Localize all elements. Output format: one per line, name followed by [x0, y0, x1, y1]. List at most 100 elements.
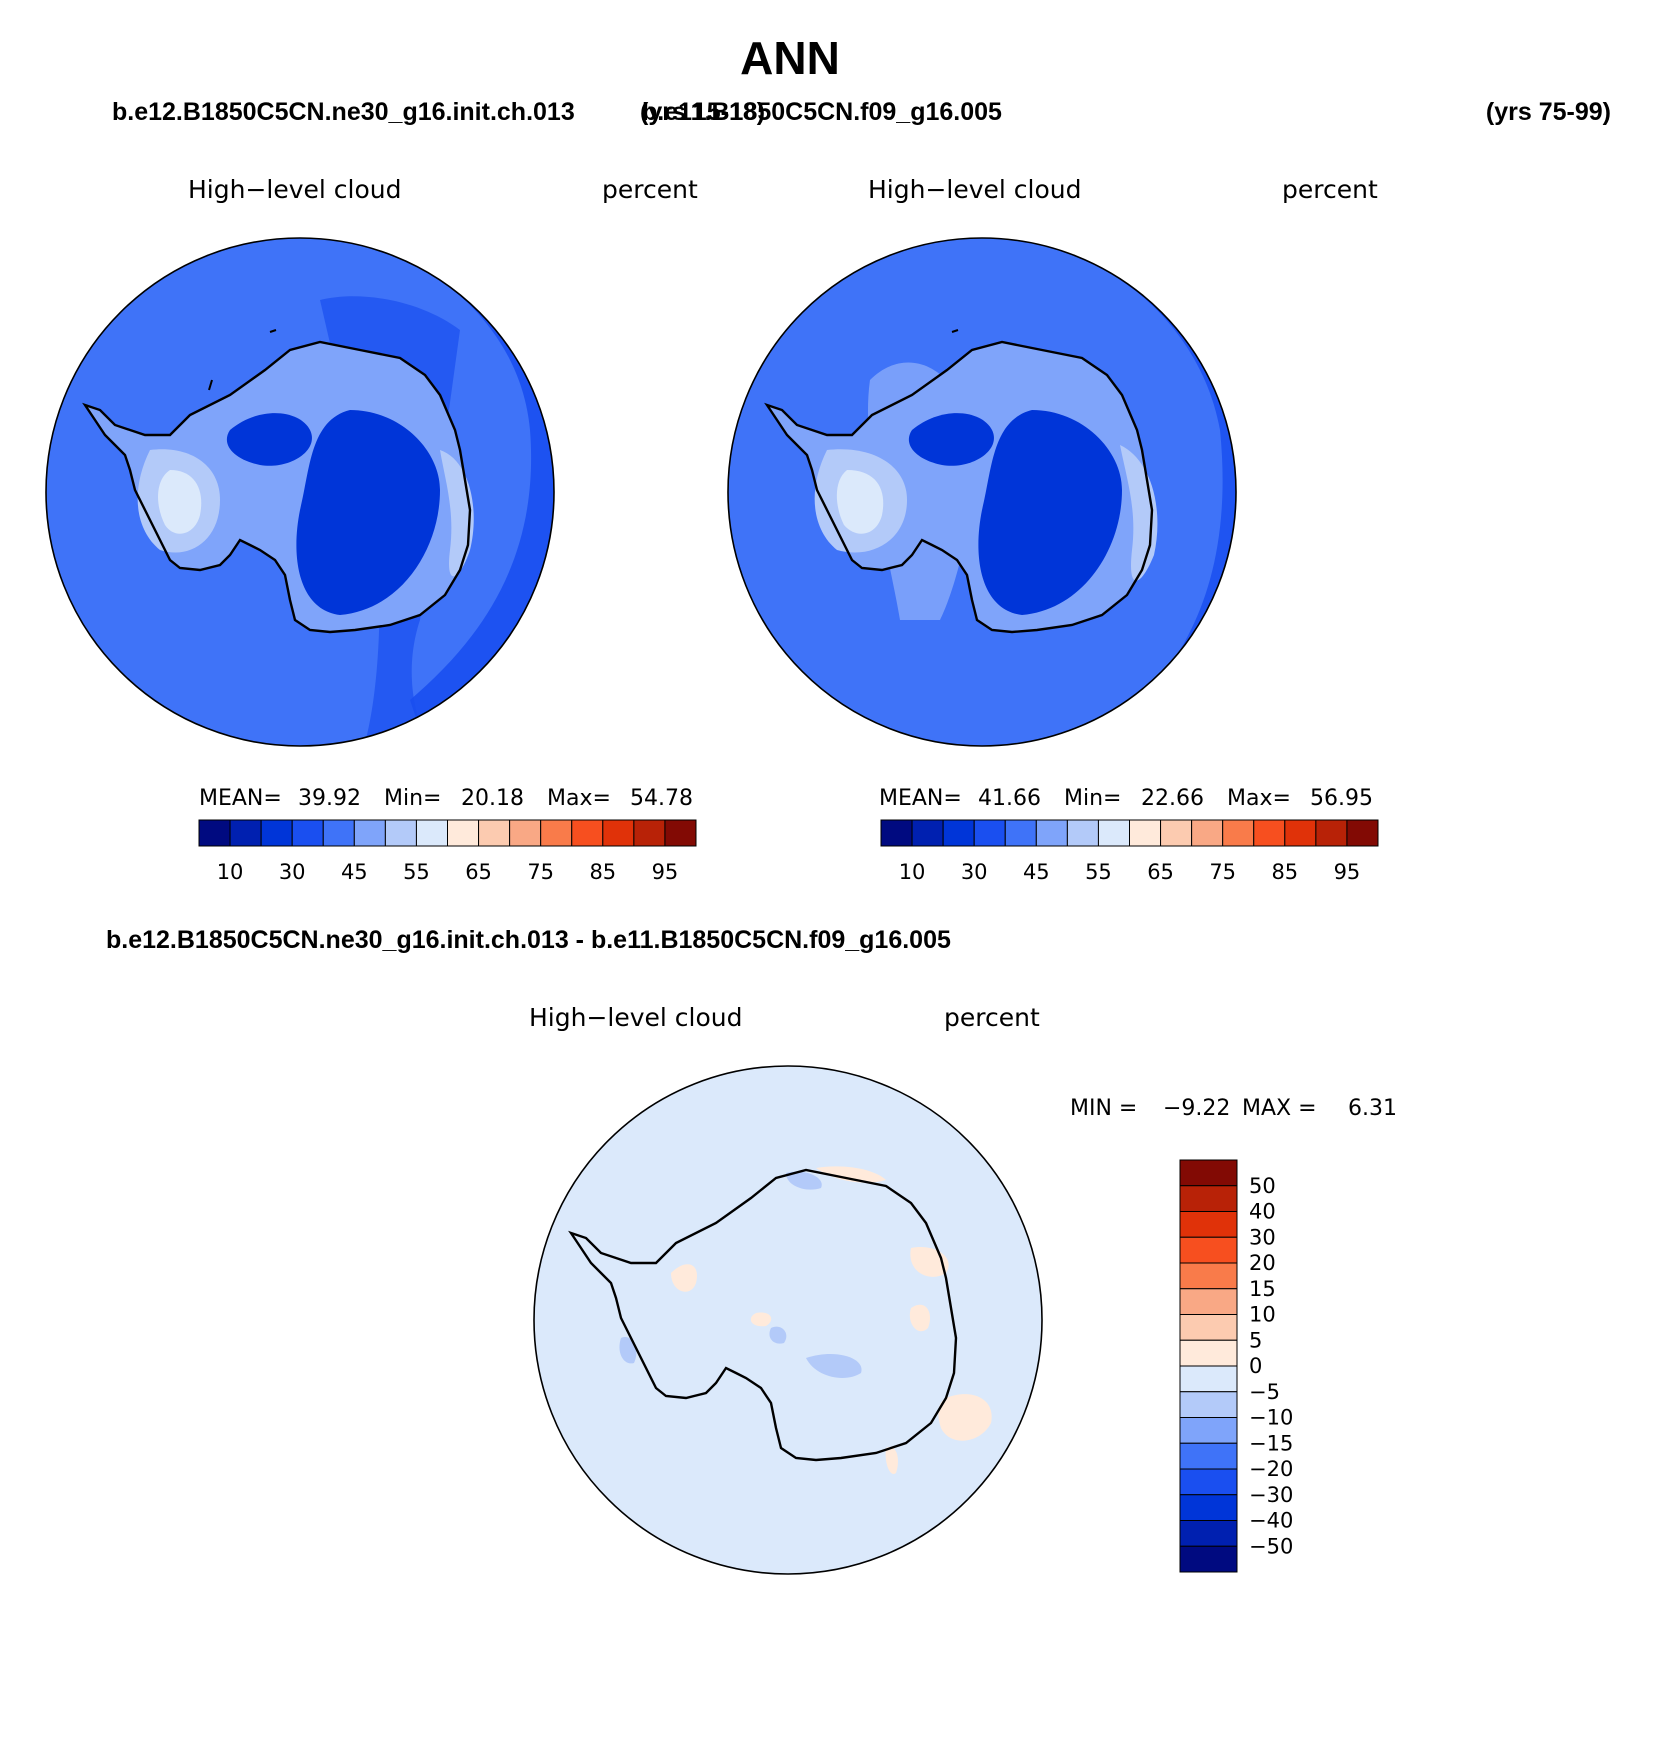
panel-2-mean-value: 41.66 [978, 786, 1041, 811]
colorbar-diff-swatch [1179, 1442, 1238, 1470]
map-2-island [951, 329, 959, 333]
colorbar-diff-tick-label: −15 [1249, 1431, 1293, 1455]
panel-1-units: percent [602, 175, 698, 204]
panel-1-mean-value: 39.92 [298, 786, 361, 811]
colorbar-1-swatch [291, 819, 324, 847]
map-1-peninsula-lightest [158, 470, 202, 534]
colorbar-1-tick-label: 95 [652, 860, 679, 884]
colorbar-1-tick-label: 45 [341, 860, 368, 884]
map-panel-1 [45, 237, 555, 747]
map-diff-pos-patch-2 [671, 1264, 697, 1292]
colorbar-1-tick-label: 55 [403, 860, 430, 884]
colorbar-2-swatch [1035, 819, 1068, 847]
map-diff-pos-patch-6 [885, 1447, 898, 1474]
map-diff-neg-patch-4 [769, 1326, 787, 1344]
colorbar-2-tick-label: 65 [1147, 860, 1174, 884]
colorbar-2-tick-label: 45 [1023, 860, 1050, 884]
colorbar-diff-swatch [1179, 1339, 1238, 1367]
colorbar-diff-tick-label: 40 [1249, 1200, 1276, 1224]
panel-2-years: (yrs 75-99) [1486, 98, 1611, 126]
colorbar-1-tick-label: 85 [589, 860, 616, 884]
map-panel-2 [727, 237, 1237, 747]
colorbar-2-tick-label: 85 [1271, 860, 1298, 884]
panel-2-min-label: Min= [1064, 786, 1121, 811]
colorbar-1-swatch [478, 819, 511, 847]
colorbar-diff-tick-label: −10 [1249, 1406, 1293, 1430]
panel-1-min-label: Min= [384, 786, 441, 811]
colorbar-1-swatch [229, 819, 262, 847]
colorbar-diff-tick-label: 5 [1249, 1328, 1262, 1352]
diff-max-value: 6.31 [1348, 1096, 1397, 1121]
panel-1-mean-label: MEAN= [199, 786, 282, 811]
colorbar-diff-tick-label: −5 [1249, 1380, 1280, 1404]
map-diff-pos-patch-7 [750, 1312, 772, 1327]
colorbar-2-swatch [1284, 819, 1317, 847]
map-diff-pos-patch-5 [938, 1394, 992, 1441]
colorbar-1-tick-label: 65 [465, 860, 492, 884]
map-diff-pos-patch-1 [816, 1166, 886, 1183]
panel-2-max-label: Max= [1227, 786, 1291, 811]
colorbar-diff-swatch [1179, 1468, 1238, 1496]
panel-1-max-value: 54.78 [630, 786, 693, 811]
colorbar-diff-tick-label: 50 [1249, 1174, 1276, 1198]
colorbar-2-swatch [1315, 819, 1348, 847]
diff-max-label: MAX = [1242, 1096, 1317, 1121]
colorbar-2-swatch [1160, 819, 1193, 847]
colorbar-1-swatch [260, 819, 293, 847]
colorbar-2-tick-label: 30 [961, 860, 988, 884]
colorbar-diff-swatch [1179, 1185, 1238, 1212]
colorbar-1-swatch [633, 819, 666, 847]
panel-1-min-value: 20.18 [461, 786, 524, 811]
map-diff-neg-patch-3 [619, 1337, 637, 1364]
colorbar-diff-tick-label: 15 [1249, 1277, 1276, 1301]
panel-2-units: percent [1282, 175, 1378, 204]
map-2-east-coast-light [1120, 445, 1158, 581]
map-2-plateau [978, 410, 1122, 615]
colorbar-2-swatch [973, 819, 1006, 847]
colorbar-2-swatch [1346, 819, 1379, 847]
colorbar-2-swatch [880, 819, 913, 847]
panel-2-min-value: 22.66 [1141, 786, 1204, 811]
map-diff-neg-patch-2 [786, 1171, 822, 1190]
colorbar-panel-2: 10 30 45 55 65 75 85 95 [880, 819, 1379, 884]
map-1-island [269, 329, 277, 333]
colorbar-2-swatch [1253, 819, 1286, 847]
colorbar-diff-tick-label: 20 [1249, 1251, 1276, 1275]
colorbar-2-swatch [1097, 819, 1130, 847]
colorbar-1-swatch [540, 819, 573, 847]
map-diff-neg-patch-1 [806, 1353, 862, 1378]
colorbar-1-swatch [664, 819, 697, 847]
colorbar-1-swatch [415, 819, 448, 847]
map-diff-background [534, 1066, 1042, 1574]
colorbar-diff-tick-label: −40 [1249, 1509, 1293, 1533]
map-2-frame [727, 237, 1237, 747]
map-1-island-2 [208, 379, 213, 391]
map-1-plateau-2 [226, 413, 312, 466]
map-1-frame [45, 237, 555, 747]
map-diff-frame [533, 1065, 1043, 1575]
diff-title: b.e12.B1850C5CN.ne30_g16.init.ch.013 - b… [106, 926, 951, 954]
colorbar-1-tick-label: 75 [527, 860, 554, 884]
colorbar-diff-swatch [1179, 1288, 1238, 1315]
colorbar-2-swatch [1004, 819, 1037, 847]
colorbar-diff-tick-label: −20 [1249, 1457, 1293, 1481]
colorbar-diff-swatch [1179, 1159, 1238, 1187]
map-2-peninsula-lightest [836, 470, 884, 534]
colorbar-diff-swatch [1179, 1417, 1238, 1444]
colorbar-diff-swatch [1179, 1211, 1238, 1238]
map-diff-pos-patch-4 [909, 1304, 931, 1332]
colorbar-diff-swatch [1179, 1494, 1238, 1521]
colorbar-diff-swatch [1179, 1236, 1238, 1264]
map-1-plateau [296, 410, 440, 615]
colorbar-1-swatch [384, 819, 417, 847]
diff-min-label: MIN = [1070, 1096, 1137, 1121]
map-1-ocean-band [300, 238, 554, 746]
diff-min-value: −9.22 [1163, 1096, 1230, 1121]
colorbar-diff-swatch [1179, 1545, 1238, 1573]
panel-1-case: b.e12.B1850C5CN.ne30_g16.init.ch.013 [112, 98, 575, 126]
colorbar-2-swatch [1129, 819, 1162, 847]
colorbar-2-swatch [1222, 819, 1255, 847]
panel-1-years: (yrs 15-18) [640, 98, 765, 126]
colorbar-1-swatch [353, 819, 386, 847]
